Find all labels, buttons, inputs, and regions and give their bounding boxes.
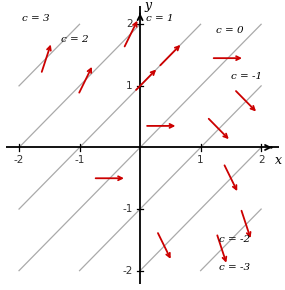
Text: c = 2: c = 2: [61, 35, 89, 44]
Text: 2: 2: [126, 19, 133, 29]
Text: 2: 2: [258, 155, 264, 165]
Text: c = -2: c = -2: [219, 235, 250, 244]
Text: c = -1: c = -1: [231, 72, 262, 81]
Text: y: y: [144, 0, 151, 12]
Text: -2: -2: [14, 155, 24, 165]
Text: c = 3: c = 3: [22, 14, 50, 23]
Text: c = -3: c = -3: [219, 263, 250, 272]
Text: -2: -2: [122, 266, 133, 276]
Text: -1: -1: [122, 204, 133, 214]
Text: 1: 1: [197, 155, 204, 165]
Text: 1: 1: [126, 81, 133, 91]
Text: c = 1: c = 1: [146, 14, 174, 23]
Text: -1: -1: [74, 155, 85, 165]
Text: c = 0: c = 0: [216, 26, 243, 35]
Text: x: x: [275, 154, 282, 167]
